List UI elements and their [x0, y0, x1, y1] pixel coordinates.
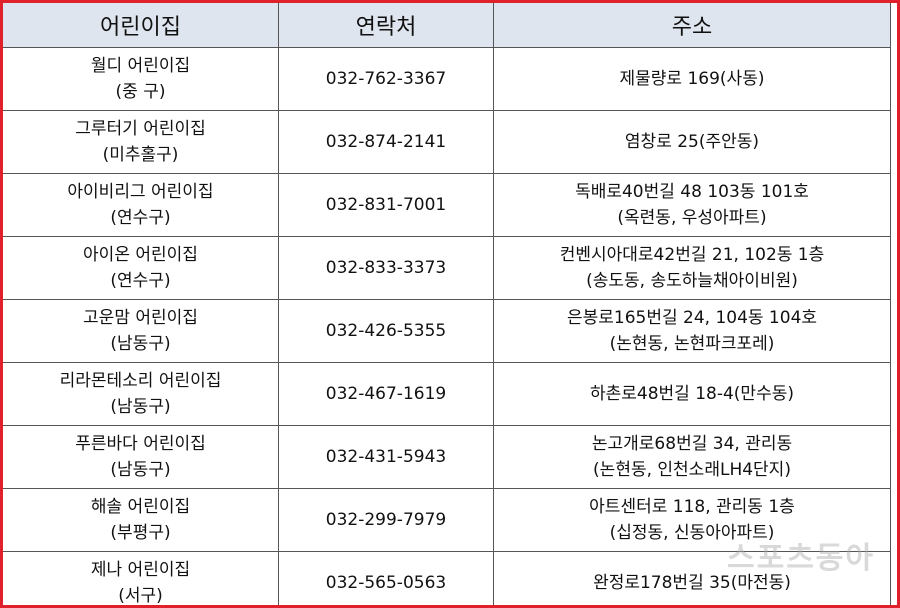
address-cell: 염창로 25(주안동) [493, 110, 891, 174]
line: (십정동, 신동아아파트) [609, 523, 775, 543]
line: 제나 어린이집 [90, 560, 191, 580]
line: (옥련동, 우성아파트) [617, 208, 767, 228]
phone-cell: 032-431-5943 [278, 425, 494, 489]
header-cell: 주소 [493, 3, 891, 48]
name-cell: 그루터기 어린이집 (미추홀구) [3, 110, 279, 174]
line: (논현동, 인천소래LH4단지) [593, 460, 791, 480]
line: 아이비리그 어린이집 [67, 182, 214, 202]
table-body: 월디 어린이집 (중 구) 032-762-3367 제물량로 169(사동) 그루터기… [3, 47, 891, 606]
line: (미추홀구) [102, 145, 179, 165]
line: 독배로40번길 48 103동 101호 [575, 182, 809, 202]
name-cell: 해솔 어린이집 (부평구) [3, 488, 279, 552]
watermark: 스포츠동아 [727, 541, 875, 576]
header-cell: 연락처 [278, 3, 494, 48]
line: 은봉로165번길 24, 104동 104호 [566, 308, 818, 328]
table-row: 푸른바다 어린이집 (남동구) 032-431-5943 논고개로68번길 34, 관… [3, 425, 891, 489]
name-cell: 푸른바다 어린이집 (남동구) [3, 425, 279, 489]
address-cell: 하촌로48번길 18-4(만수동) [493, 362, 891, 426]
line: (남동구) [110, 334, 171, 354]
line: 하촌로48번길 18-4(만수동) [589, 384, 794, 404]
line: 월디 어린이집 [90, 56, 191, 76]
address-cell: 완정로178번길 35(마전동) [493, 551, 891, 605]
name-cell: 제나 어린이집 (서구) [3, 551, 279, 606]
line: 제물량로 169(사동) [619, 69, 765, 89]
name-cell: 리라몬테소리 어린이집 (남동구) [3, 362, 279, 426]
header-row: 어린이집 연락처 주소 [3, 3, 891, 48]
table-row: 아이비리그 어린이집 (연수구) 032-831-7001 독배로40번길 48 10… [3, 173, 891, 237]
line: (연수구) [110, 208, 171, 228]
line: 아이온 어린이집 [83, 245, 198, 265]
table-row: 아이온 어린이집 (연수구) 032-833-3373 컨벤시아대로42번길 21, … [3, 236, 891, 300]
address-cell: 컨벤시아대로42번길 21, 102동 1층 (송도동, 송도하늘채아이비원) [493, 236, 891, 300]
line: (송도동, 송도하늘채아이비원) [586, 271, 798, 291]
name-cell: 아이비리그 어린이집 (연수구) [3, 173, 279, 237]
line: (논현동, 논현파크포레) [609, 334, 775, 354]
line: 푸른바다 어린이집 [75, 434, 206, 454]
line: (연수구) [110, 271, 171, 291]
line: 논고개로68번길 34, 관리동 [591, 434, 793, 454]
line: (남동구) [110, 397, 171, 417]
line: 해솔 어린이집 [90, 497, 191, 517]
phone-cell: 032-299-7979 [278, 488, 494, 552]
line: 아트센터로 118, 관리동 1층 [589, 497, 795, 517]
name-cell: 아이온 어린이집 (연수구) [3, 236, 279, 300]
address-cell: 논고개로68번길 34, 관리동 (논현동, 인천소래LH4단지) [493, 425, 891, 489]
address-cell: 아트센터로 118, 관리동 1층 (십정동, 신동아아파트) [493, 488, 891, 552]
line: 완정로178번길 35(마전동) [593, 573, 791, 593]
line: 고운맘 어린이집 [83, 308, 198, 328]
phone-cell: 032-467-1619 [278, 362, 494, 426]
line: 컨벤시아대로42번길 21, 102동 1층 [559, 245, 825, 265]
address-cell: 제물량로 169(사동) [493, 47, 891, 111]
table-row: 해솔 어린이집 (부평구) 032-299-7979 아트센터로 118, 관리동 1… [3, 488, 891, 552]
address-cell: 은봉로165번길 24, 104동 104호 (논현동, 논현파크포레) [493, 299, 891, 363]
name-cell: 고운맘 어린이집 (남동구) [3, 299, 279, 363]
phone-cell: 032-426-5355 [278, 299, 494, 363]
phone-cell: 032-831-7001 [278, 173, 494, 237]
line: 그루터기 어린이집 [75, 119, 206, 139]
table-row: 제나 어린이집 (서구) 032-565-0563 완정로178번길 35(마전동) [3, 551, 891, 606]
line: 리라몬테소리 어린이집 [59, 371, 222, 391]
line: (남동구) [110, 460, 171, 480]
line: 염창로 25(주안동) [624, 132, 760, 152]
phone-cell: 032-565-0563 [278, 551, 494, 605]
phone-cell: 032-874-2141 [278, 110, 494, 174]
address-cell: 독배로40번길 48 103동 101호 (옥련동, 우성아파트) [493, 173, 891, 237]
line: (중 구) [115, 82, 166, 102]
phone-cell: 032-762-3367 [278, 47, 494, 111]
line: (부평구) [110, 523, 171, 543]
table-row: 그루터기 어린이집 (미추홀구) 032-874-2141 염창로 25(주안동) [3, 110, 891, 174]
table-row: 월디 어린이집 (중 구) 032-762-3367 제물량로 169(사동) [3, 47, 891, 111]
table-row: 고운맘 어린이집 (남동구) 032-426-5355 은봉로165번길 24, 10… [3, 299, 891, 363]
line: (서구) [118, 586, 163, 606]
name-cell: 월디 어린이집 (중 구) [3, 47, 279, 111]
phone-cell: 032-833-3373 [278, 236, 494, 300]
header-cell: 어린이집 [3, 3, 279, 48]
table-row: 리라몬테소리 어린이집 (남동구) 032-467-1619 하촌로48번길 18-4… [3, 362, 891, 426]
